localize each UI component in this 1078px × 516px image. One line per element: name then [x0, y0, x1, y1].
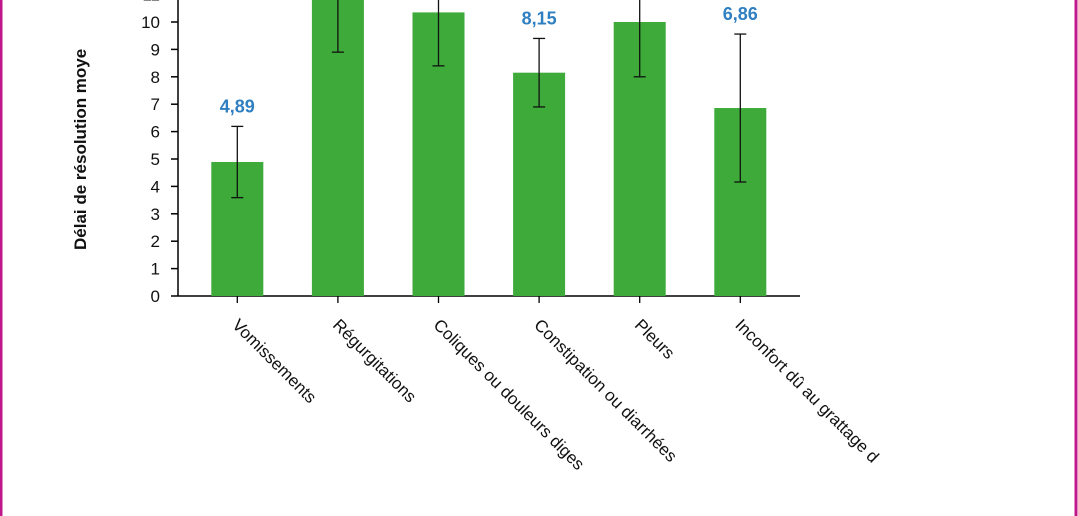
- y-tick-label: 5: [151, 150, 160, 169]
- y-tick-label: 10: [141, 13, 160, 32]
- y-tick-label: 8: [151, 68, 160, 87]
- x-tick-label: Inconfort dû au grattage d: [731, 315, 882, 466]
- y-tick-label: 7: [151, 95, 160, 114]
- y-tick-label: 1: [151, 260, 160, 279]
- y-tick-label: 4: [151, 177, 160, 196]
- value-label: 4,89: [220, 96, 255, 116]
- y-tick-label: 0: [151, 287, 160, 306]
- x-tick-label: Pleurs: [631, 315, 679, 363]
- x-tick-label: Vomissements: [228, 315, 320, 407]
- y-tick-label: 2: [151, 232, 160, 251]
- y-axis-label: Délai de résolution moye: [71, 49, 90, 250]
- x-tick-label: Régurgitations: [329, 315, 420, 406]
- value-label: 8,15: [522, 8, 557, 28]
- bar: [513, 72, 566, 296]
- y-tick-label: 6: [151, 123, 160, 142]
- y-tick-label: 9: [151, 40, 160, 59]
- y-tick-label: 3: [151, 205, 160, 224]
- y-tick-label: 11: [142, 0, 160, 5]
- value-label: 6,86: [723, 4, 758, 24]
